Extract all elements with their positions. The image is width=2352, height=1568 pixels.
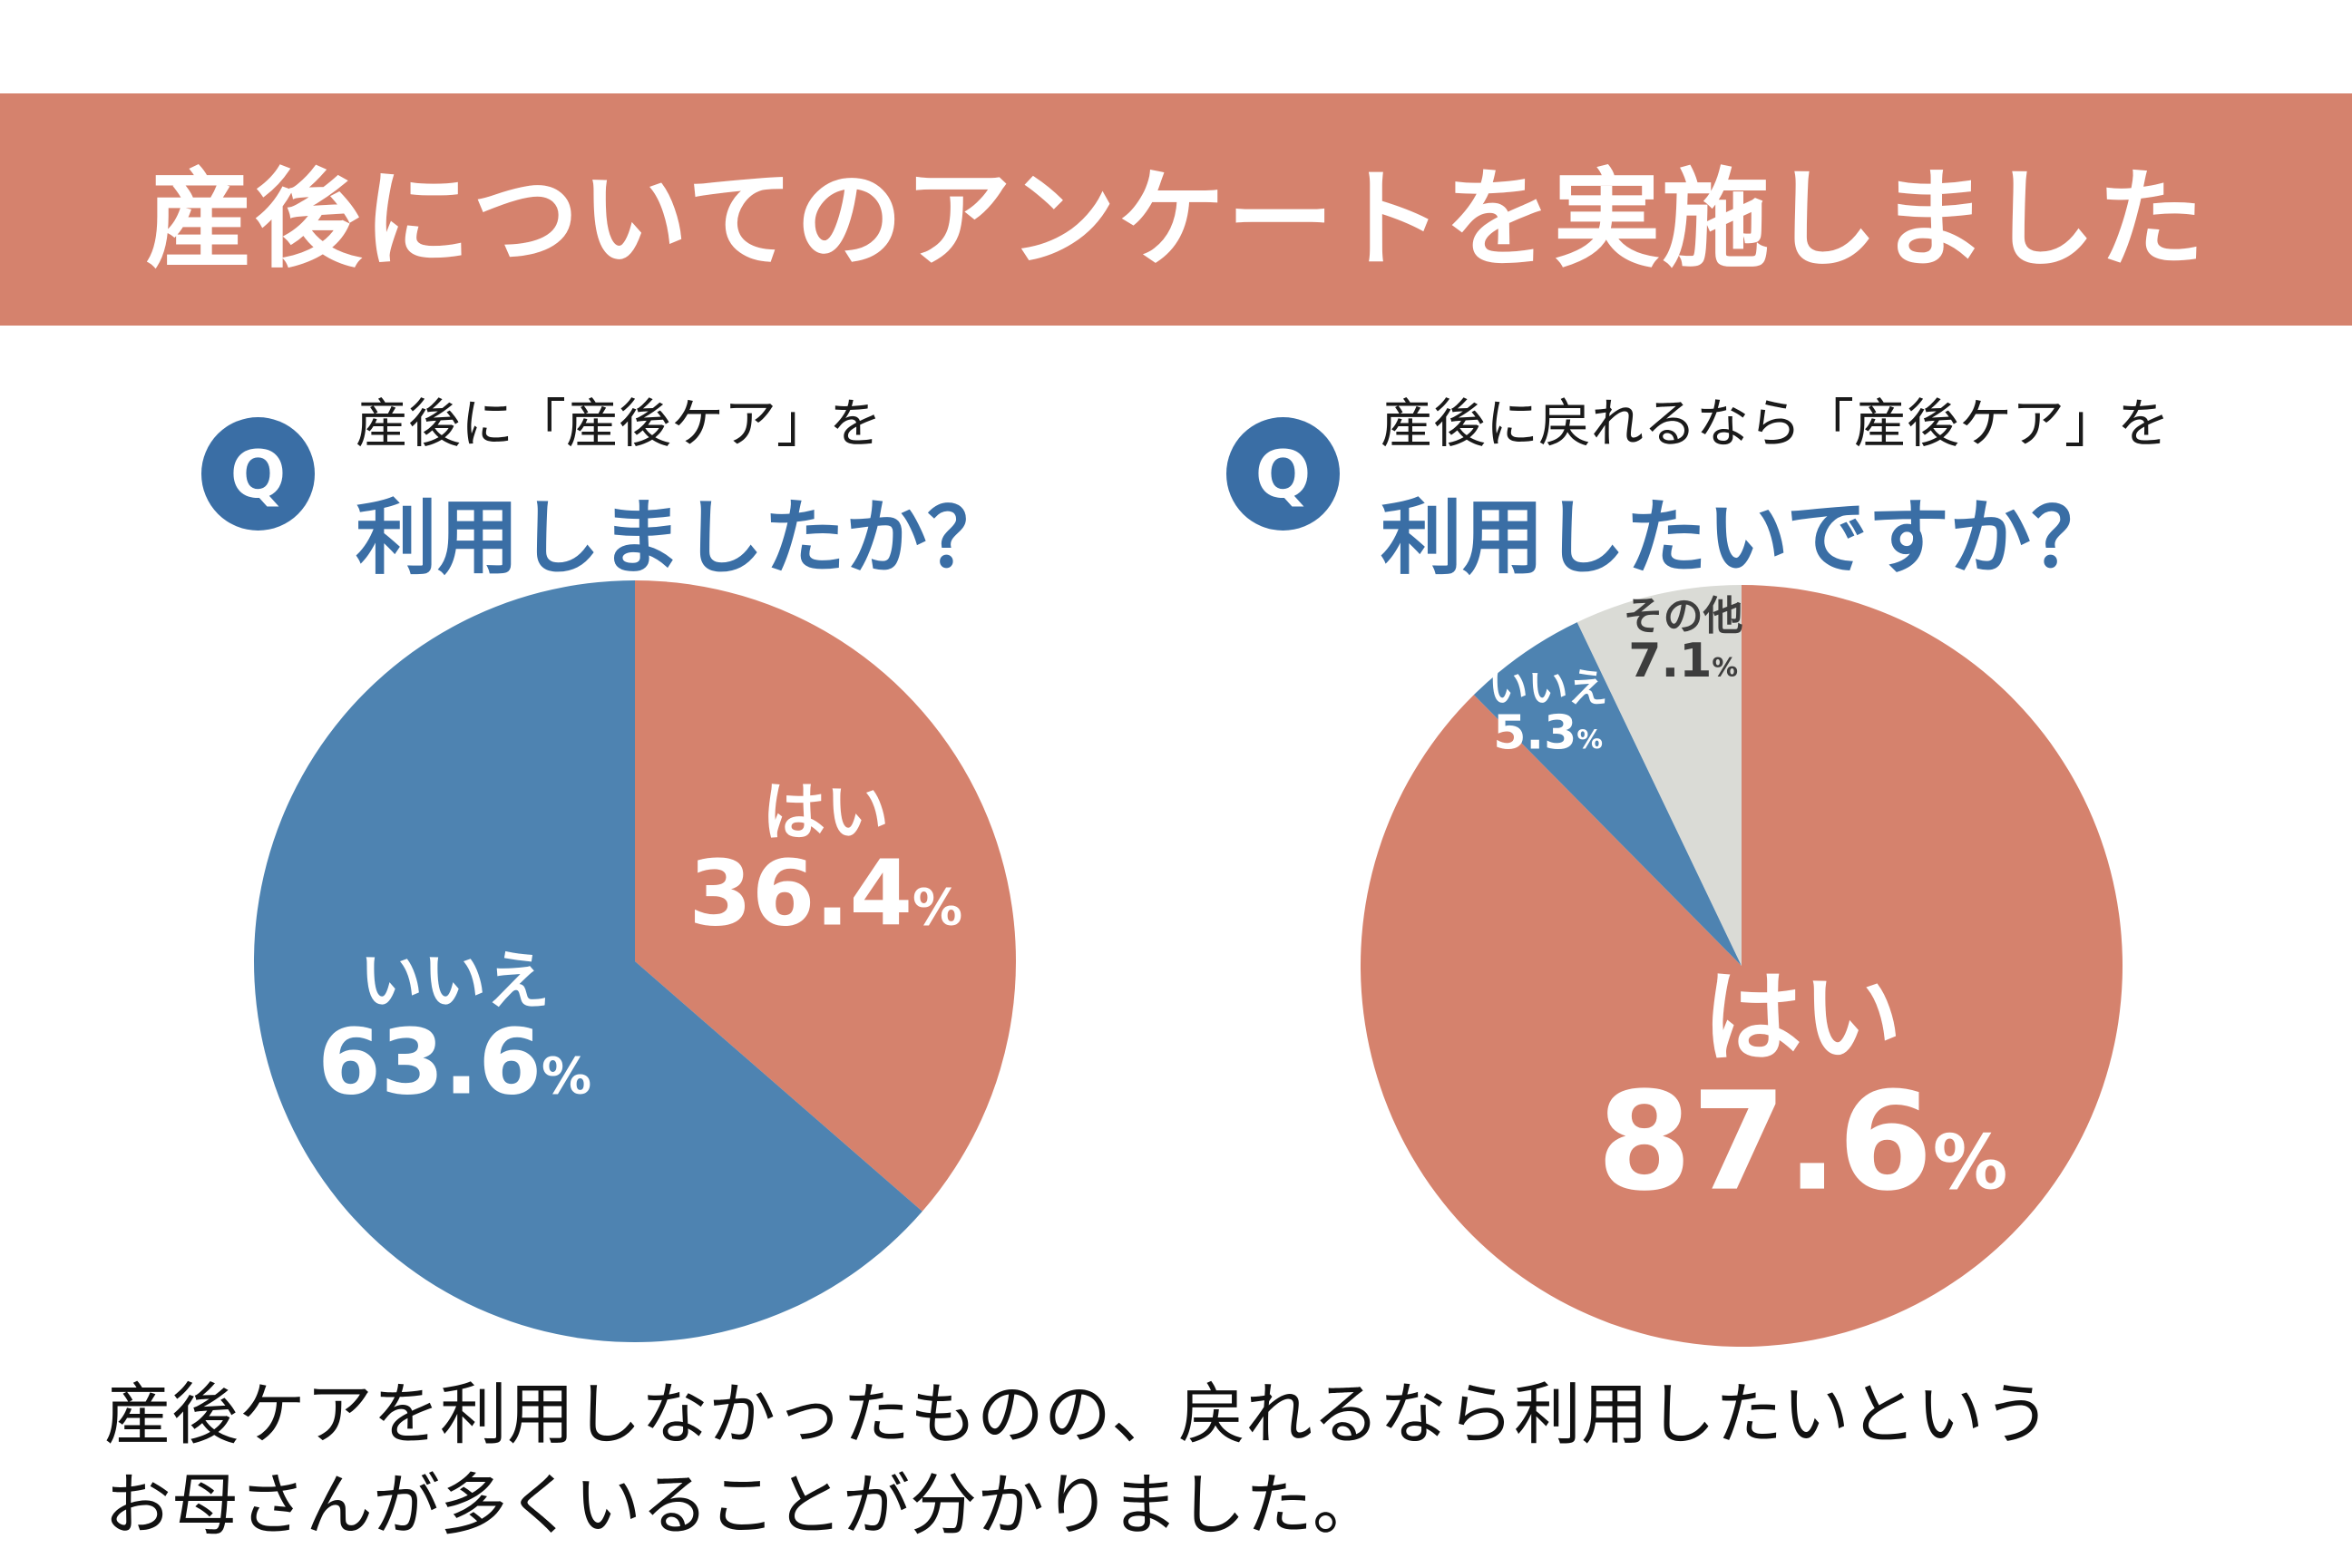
percent-unit: %	[1933, 1120, 2008, 1207]
slice-label: いいえ	[359, 943, 550, 1018]
slice-label: はい	[1703, 960, 1902, 1076]
pie-slice-1-2	[254, 580, 922, 1342]
percent-unit: %	[1712, 652, 1738, 683]
question-1-line1: 産後に「産後ケア」を	[356, 393, 883, 454]
q-badge-icon: Q	[201, 417, 315, 531]
q-badge-icon: Q	[1226, 417, 1340, 531]
summary-text: 産後ケアを利用しなかったものの、戻れるなら利用したいという お母さんが多くいるこ…	[104, 1369, 2051, 1551]
slice-label: いいえ	[1488, 666, 1608, 712]
question-1-line2: 利用しましたか？	[356, 491, 1009, 586]
summary-line-2: お母さんが多くいることが分かりました。	[104, 1466, 1380, 1544]
slice-label: はい	[762, 774, 889, 849]
question-2-line2: 利用したいですか？	[1381, 491, 2113, 586]
pie-slice-2-2	[1473, 622, 1742, 966]
title-banner: 産後についてのアンケートを実施しました	[0, 93, 2352, 326]
percent-unit: %	[542, 1047, 591, 1105]
percent-unit: %	[1576, 725, 1603, 755]
percent-unit: %	[912, 878, 962, 936]
pie-slice-2-3	[1576, 585, 1742, 966]
page-title: 産後についてのアンケートを実施しました	[145, 156, 2207, 282]
pie-slice-1-1	[635, 580, 1016, 1212]
pie-slice-2-1	[1361, 585, 2123, 1347]
slice-label: その他	[1624, 593, 1743, 639]
summary-line-1: 産後ケアを利用しなかったものの、戻れるなら利用したいという	[104, 1376, 2051, 1454]
question-2-line1: 産後に戻れるなら「産後ケア」を	[1381, 393, 2171, 454]
